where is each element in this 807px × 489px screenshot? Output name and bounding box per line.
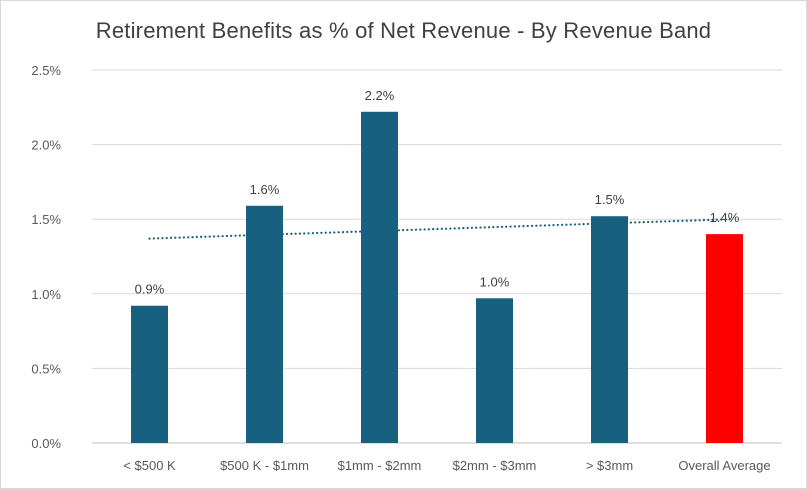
data-label: 2.2% [365,88,395,103]
chart-title: Retirement Benefits as % of Net Revenue … [95,18,712,43]
data-label: 1.0% [480,274,510,289]
x-tick-label: Overall Average [678,458,770,473]
y-tick-label: 1.0% [31,287,61,302]
data-label: 1.5% [595,192,625,207]
y-axis-ticks: 0.0% 0.5% 1.0% 1.5% 2.0% 2.5% [31,63,61,451]
bar [361,111,398,443]
bar [706,234,743,443]
x-tick-label: < $500 K [123,458,176,473]
bar [591,216,628,443]
trendline [148,218,734,240]
bar [131,305,168,443]
gridlines [92,69,782,444]
x-tick-label: $2mm - $3mm [453,458,537,473]
x-tick-label: > $3mm [586,458,633,473]
x-tick-label: $500 K - $1mm [220,458,309,473]
trendline-layer [148,218,734,240]
bar [476,298,513,443]
data-label: 1.6% [250,182,280,197]
y-tick-label: 2.5% [31,63,61,78]
data-label: 1.4% [710,210,740,225]
y-tick-label: 2.0% [31,138,61,153]
bars [131,111,743,443]
x-axis-ticks: < $500 K $500 K - $1mm $1mm - $2mm $2mm - $… [123,458,770,473]
y-tick-label: 0.5% [31,361,61,376]
y-tick-label: 1.5% [31,212,61,227]
data-labels: 0.9% 1.6% 2.2% 1.0% 1.5% 1.4% [135,88,740,297]
bar [246,205,283,443]
data-label: 0.9% [135,282,165,297]
y-tick-label: 0.0% [31,436,61,451]
x-tick-label: $1mm - $2mm [338,458,422,473]
